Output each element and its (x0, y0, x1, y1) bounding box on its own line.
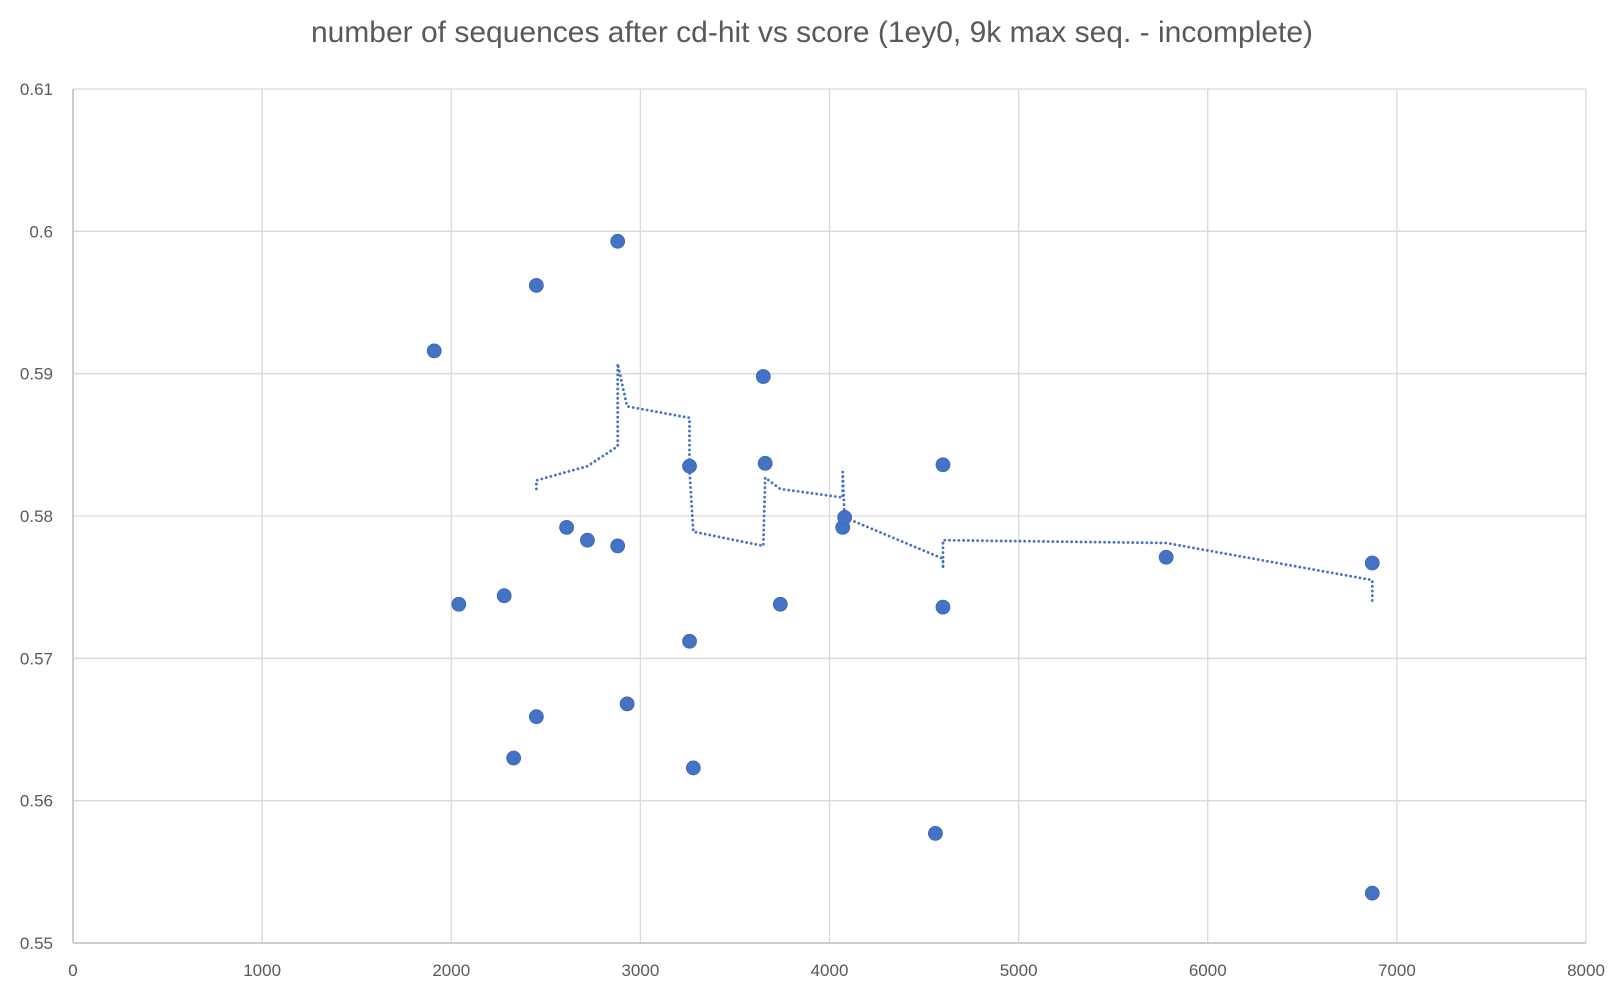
data-point (528, 278, 544, 293)
trendline-path (535, 363, 1374, 603)
data-point (682, 458, 697, 474)
data-point (685, 760, 701, 776)
data-points (426, 233, 1380, 901)
y-tick-label: 0.57 (20, 649, 53, 668)
data-point (610, 233, 626, 249)
tick-labels: 0 1000 2000 3000 4000 5000 6000 7000 8000 0.55 0.5… (20, 80, 1605, 980)
y-tick-label: 0.55 (20, 934, 53, 953)
data-point (928, 826, 943, 841)
data-point (496, 588, 512, 604)
x-tick-label: 6000 (1189, 961, 1227, 980)
data-point (528, 709, 544, 725)
gridlines (72, 88, 1587, 944)
y-tick-label: 0.6 (29, 222, 53, 241)
data-point (772, 596, 788, 612)
y-tick-label: 0.58 (20, 507, 53, 526)
y-tick-label: 0.59 (20, 365, 53, 384)
data-point (506, 750, 522, 766)
data-point (935, 457, 951, 473)
data-point (1364, 885, 1380, 901)
y-tick-label: 0.61 (20, 80, 53, 99)
data-point (837, 510, 853, 525)
data-point (451, 596, 467, 612)
data-point (1364, 555, 1380, 571)
x-tick-label: 1000 (243, 961, 281, 980)
x-tick-label: 4000 (811, 961, 849, 980)
axes (72, 89, 1586, 944)
x-tick-label: 7000 (1378, 961, 1416, 980)
data-point (559, 519, 575, 535)
x-tick-label: 2000 (432, 961, 470, 980)
data-point (682, 633, 697, 649)
data-point (1158, 549, 1174, 565)
data-point (757, 455, 773, 471)
data-point (580, 532, 595, 548)
data-point (426, 343, 442, 359)
data-point (935, 599, 951, 615)
y-tick-label: 0.56 (20, 792, 53, 811)
chart-title: number of sequences after cd-hit vs scor… (310, 16, 1314, 49)
x-tick-label: 5000 (1000, 961, 1038, 980)
x-tick-label: 3000 (621, 961, 659, 980)
data-point (755, 369, 771, 384)
x-tick-label: 0 (68, 961, 77, 980)
trendline (535, 363, 1374, 603)
x-tick-label: 8000 (1567, 961, 1605, 980)
data-point (619, 696, 635, 712)
data-point (610, 538, 626, 554)
